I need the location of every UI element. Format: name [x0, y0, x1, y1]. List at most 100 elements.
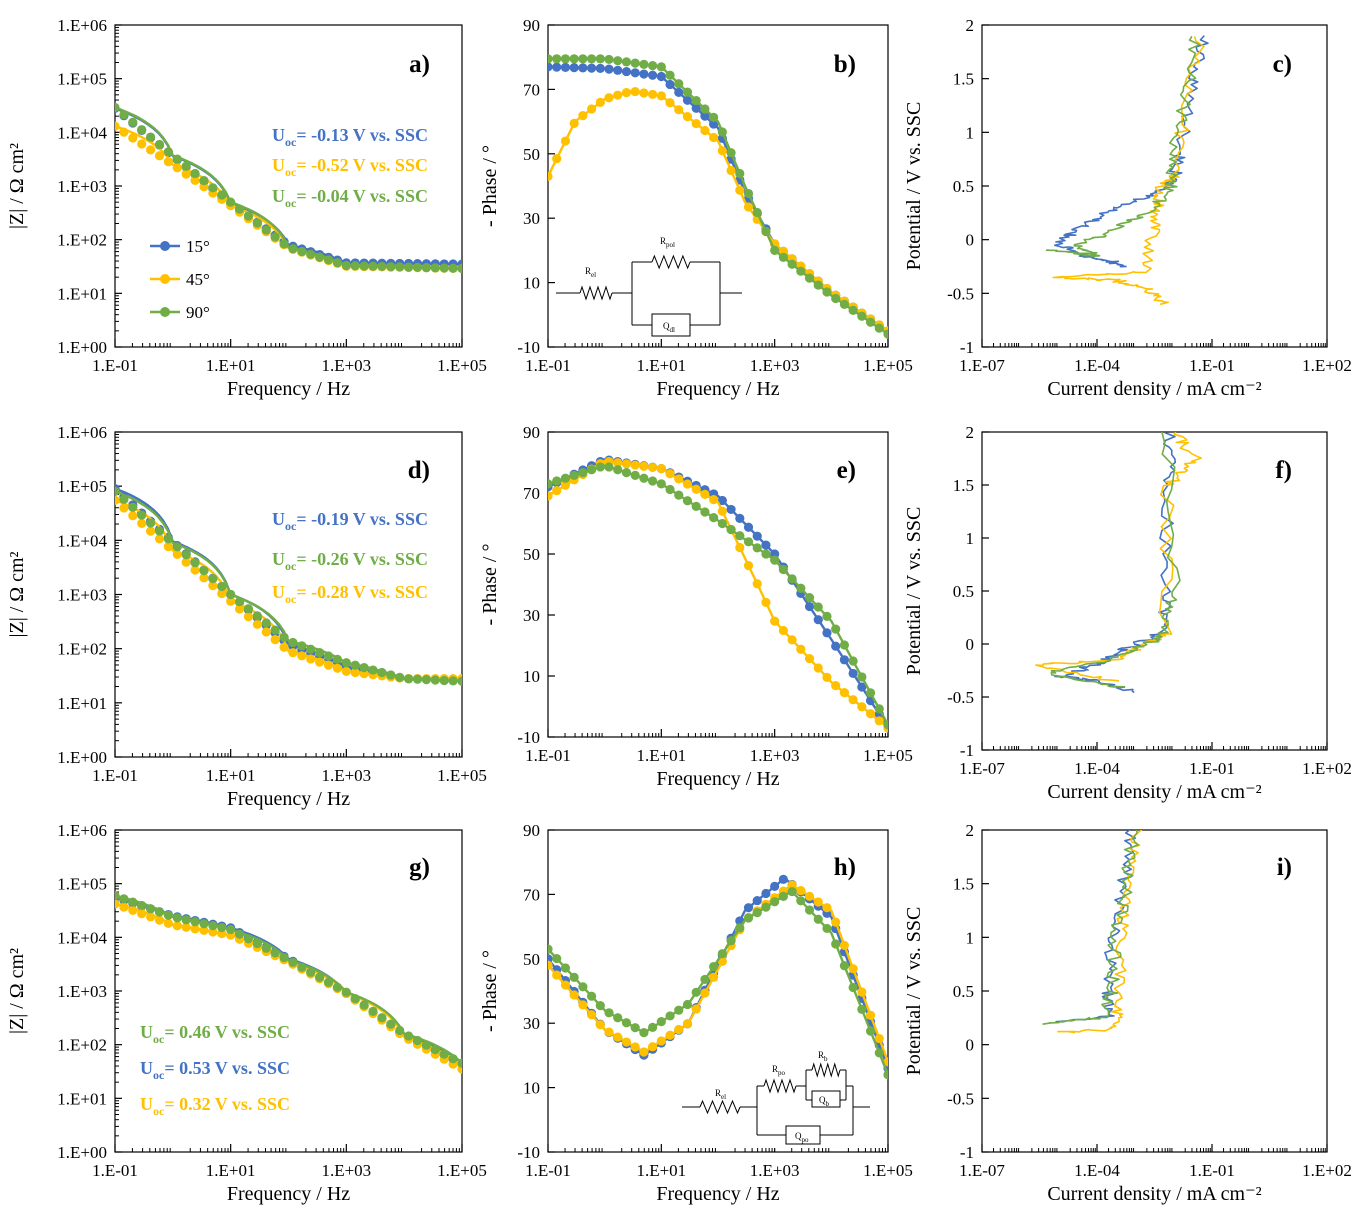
data-point: [770, 881, 780, 892]
data-point: [613, 56, 623, 66]
data-point: [137, 518, 147, 529]
data-point: [735, 168, 745, 179]
data-point: [604, 462, 614, 472]
data-point: [163, 542, 173, 552]
data-point: [787, 574, 797, 584]
data-point: [796, 886, 806, 896]
data-point: [226, 596, 236, 606]
y-tick-label: -0.5: [947, 1089, 974, 1108]
data-point: [448, 676, 458, 686]
resistor-symbol: [699, 1099, 741, 1115]
data-point: [208, 927, 218, 937]
data-point: [761, 888, 771, 899]
y-tick-label: 1.E+04: [57, 123, 107, 142]
data-point: [639, 88, 649, 98]
data-point: [656, 1036, 666, 1046]
data-point: [279, 239, 289, 249]
data-point: [865, 317, 876, 327]
data-point: [199, 573, 209, 583]
data-point: [682, 95, 693, 105]
data-point: [578, 1000, 588, 1010]
data-point: [270, 625, 280, 635]
panel-e: 1.E-01 1.E+01 1.E+03 1.E+05 -10 10 30 50 70 90 Fre…: [479, 423, 913, 790]
data-point: [323, 651, 334, 661]
data-point: [115, 495, 120, 505]
data-point: [288, 244, 298, 254]
data-point: [145, 518, 156, 528]
data-point: [297, 651, 307, 661]
data-point: [217, 190, 227, 200]
y-axis-label: Potential / V vs. SSC: [903, 102, 925, 271]
data-point: [717, 146, 727, 156]
legend-marker: [160, 274, 170, 284]
circuit-element-label: Rpo: [772, 1064, 786, 1077]
data-point: [735, 185, 745, 195]
y-tick-label: 0: [966, 635, 975, 654]
data-point: [386, 1019, 396, 1029]
panel-label: b): [834, 51, 856, 78]
data-point: [648, 89, 658, 100]
x-tick-label: 1.E+01: [206, 766, 256, 785]
data-point: [208, 183, 218, 193]
data-point: [848, 964, 858, 974]
data-point: [848, 656, 858, 666]
resistor-symbol: [651, 254, 691, 270]
data-point: [181, 550, 191, 560]
circuit-element-label: Rb: [818, 1050, 828, 1063]
x-tick-label: 1.E+02: [1302, 1161, 1352, 1180]
data-point: [726, 148, 736, 158]
uoc-annotation: Uoc= -0.04 V vs. SSC: [272, 186, 428, 210]
data-point: [208, 581, 218, 591]
y-tick-label: 1: [966, 123, 975, 142]
data-point: [569, 54, 579, 64]
data-point: [743, 560, 754, 571]
x-tick-label: 1.E+03: [321, 356, 371, 375]
data-point: [700, 489, 710, 500]
x-tick-label: 1.E+02: [1302, 356, 1352, 375]
data-point: [578, 982, 588, 992]
y-tick-label: 90: [523, 821, 540, 840]
data-point: [857, 1004, 867, 1014]
data-point: [604, 54, 614, 65]
data-point: [831, 641, 841, 651]
data-point: [115, 890, 120, 901]
x-tick-label: 1.E+03: [750, 356, 800, 375]
data-point: [560, 963, 571, 973]
data-point: [137, 900, 147, 911]
series-line-90°: [1045, 35, 1201, 258]
data-point: [682, 87, 693, 97]
data-point: [288, 957, 298, 967]
data-point: [243, 211, 254, 221]
data-point: [341, 658, 351, 668]
data-point: [234, 604, 245, 614]
data-point: [752, 543, 762, 553]
data-point: [761, 540, 771, 550]
data-point: [279, 642, 289, 652]
data-point: [560, 480, 571, 490]
data-point: [874, 704, 884, 714]
data-point: [848, 695, 858, 705]
data-point: [548, 479, 553, 489]
data-point: [190, 168, 200, 179]
data-point: [883, 1070, 888, 1080]
data-point: [778, 891, 788, 901]
data-point: [172, 913, 182, 923]
data-point: [137, 139, 147, 149]
data-point: [297, 641, 307, 651]
y-tick-label: 1.E+01: [57, 1089, 107, 1108]
x-tick-label: 1.E+05: [437, 766, 487, 785]
y-axis-label: |Z| / Ω cm²: [6, 143, 28, 229]
data-point: [217, 581, 227, 592]
x-axis-label: Current density / mA cm⁻²: [1047, 1183, 1261, 1205]
data-point: [163, 147, 173, 157]
y-tick-label: -10: [517, 1143, 540, 1162]
data-point: [813, 914, 823, 924]
data-point: [743, 537, 754, 547]
y-tick-label: 10: [523, 274, 540, 293]
data-point: [639, 1028, 649, 1038]
data-point: [848, 668, 858, 679]
y-tick-label: 1.E+03: [57, 586, 107, 605]
data-point: [804, 891, 815, 901]
circuit-element-label: Qb: [819, 1095, 830, 1108]
data-point: [822, 628, 832, 638]
